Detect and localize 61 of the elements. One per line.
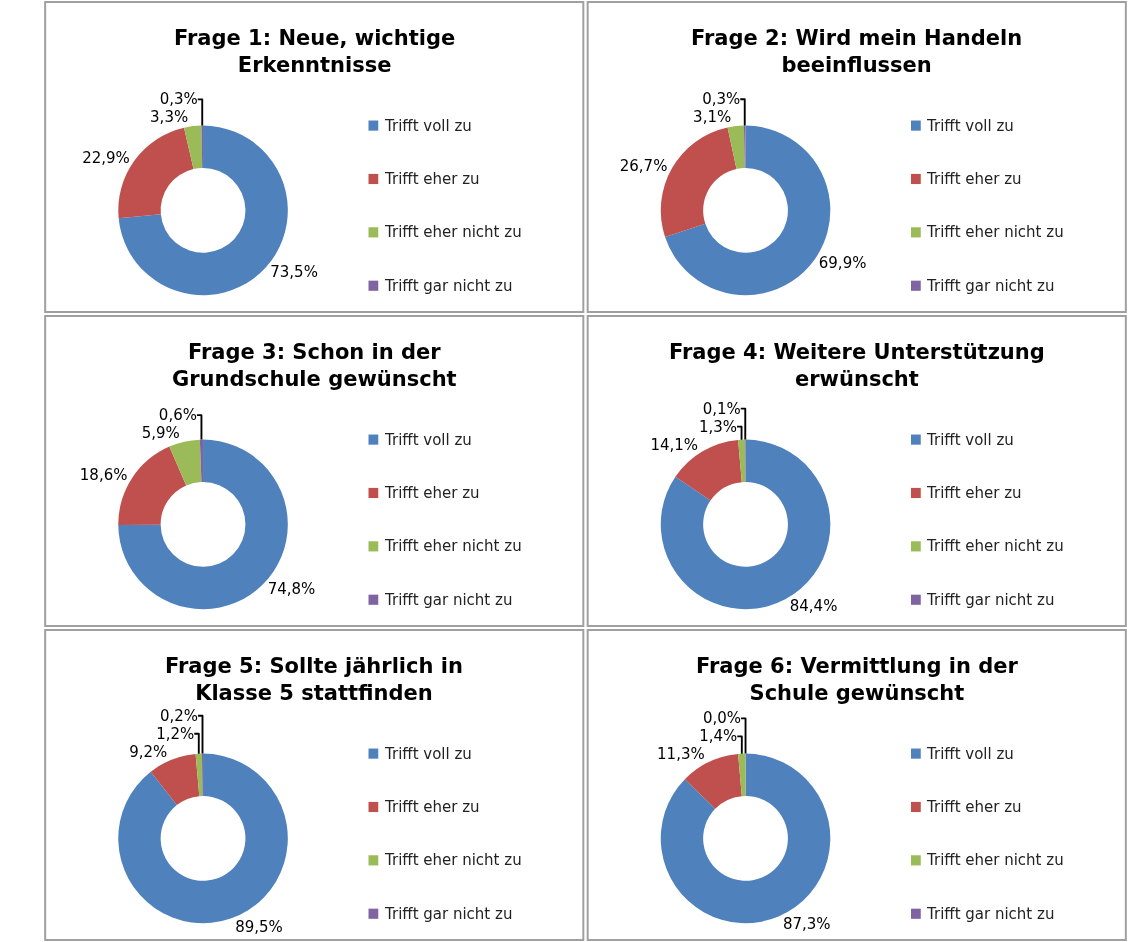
chart-title: Frage 3: Schon in der Grundschule gewünscht xyxy=(172,340,457,392)
chart-title: Frage 1: Neue, wichtige Erkenntnisse xyxy=(174,26,456,78)
legend-label: Trifft voll zu xyxy=(384,117,472,135)
data-label: 74,8% xyxy=(267,579,316,598)
data-label: 89,5% xyxy=(235,917,283,936)
donut-slice xyxy=(199,439,204,483)
legend-label: Trifft eher nicht zu xyxy=(926,537,1064,555)
data-label: 26,7% xyxy=(619,157,668,176)
legend-label: Trifft gar nicht zu xyxy=(926,277,1055,295)
data-label: 1,4% xyxy=(699,727,738,746)
data-label: 1,3% xyxy=(698,417,738,436)
legend-label: Trifft eher nicht zu xyxy=(384,223,522,241)
donut-slice xyxy=(184,125,203,170)
data-label: 18,6% xyxy=(79,466,128,485)
legend-label: Trifft voll zu xyxy=(926,745,1014,763)
data-label: 0,3% xyxy=(159,90,198,109)
chart-title: Frage 5: Sollte jährlich in Klasse 5 stattfinden xyxy=(165,654,463,706)
chart-title: Frage 4: Weitere Unterstützung erwünscht xyxy=(669,340,1045,392)
data-label: 84,4% xyxy=(789,597,838,616)
donut-slice xyxy=(727,125,745,169)
legend-label: Trifft voll zu xyxy=(926,117,1014,135)
legend-label: Trifft gar nicht zu xyxy=(384,277,513,295)
legend-label: Trifft voll zu xyxy=(384,745,472,763)
donut-slice xyxy=(738,439,746,483)
donut-slice xyxy=(169,439,202,486)
data-label: 0,1% xyxy=(702,399,741,418)
donut-slice xyxy=(738,753,746,797)
text: 0,0% xyxy=(702,709,742,728)
legend-label: Trifft gar nicht zu xyxy=(926,591,1055,609)
legend-label: Trifft gar nicht zu xyxy=(384,905,513,923)
chart-title: Frage 6: Vermittlung in der Schule gewünscht xyxy=(696,654,1019,706)
data-label: 0,3% xyxy=(702,90,741,109)
data-label: 9,2% xyxy=(129,742,168,761)
data-label: 0,2% xyxy=(159,706,199,725)
data-label: 22,9% xyxy=(82,148,130,167)
data-label: 3,1% xyxy=(693,108,732,127)
data-label: 11,3% xyxy=(657,745,705,764)
legend-label: Trifft eher nicht zu xyxy=(384,537,522,555)
data-label: 69,9% xyxy=(818,254,867,273)
legend-label: Trifft voll zu xyxy=(926,431,1014,449)
legend-label: Trifft eher zu xyxy=(926,798,1022,816)
data-label: 0,6% xyxy=(158,406,197,425)
legend-label: Trifft eher nicht zu xyxy=(384,851,522,869)
donut-slice xyxy=(195,753,203,797)
legend-label: Trifft gar nicht zu xyxy=(384,591,513,609)
legend-label: Trifft eher nicht zu xyxy=(926,223,1064,241)
data-label: 5,9% xyxy=(141,424,180,443)
data-label: 87,3% xyxy=(782,915,831,934)
legend-label: Trifft eher zu xyxy=(384,170,480,188)
data-label: 3,3% xyxy=(150,108,189,127)
legend-label: Trifft gar nicht zu xyxy=(926,905,1055,923)
legend-label: Trifft eher zu xyxy=(384,798,480,816)
legend-label: Trifft eher zu xyxy=(384,484,480,502)
legend-label: Trifft eher zu xyxy=(926,170,1022,188)
legend-label: Trifft voll zu xyxy=(384,431,472,449)
chart-title: Frage 2: Wird mein Handeln beeinflussen xyxy=(691,26,1023,78)
data-label: 1,2% xyxy=(156,724,195,743)
legend-label: Trifft eher zu xyxy=(926,484,1022,502)
legend-label: Trifft eher nicht zu xyxy=(926,851,1064,869)
data-label: 14,1% xyxy=(650,435,699,454)
data-label: 73,5% xyxy=(270,262,318,281)
